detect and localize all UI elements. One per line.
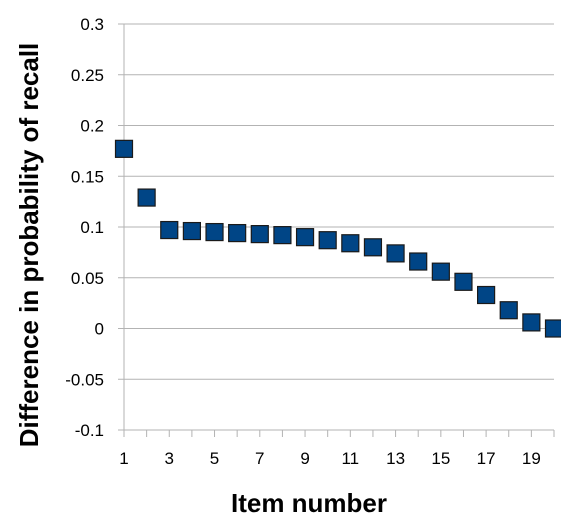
y-tick-label: 0.3 <box>80 15 104 34</box>
data-point <box>295 228 315 247</box>
data-point <box>318 231 337 250</box>
data-point <box>114 139 134 158</box>
data-point <box>228 223 247 243</box>
x-axis-title: Item number <box>231 488 387 518</box>
data-points <box>114 139 561 338</box>
x-tick-label: 13 <box>386 449 405 468</box>
x-tick-label: 7 <box>255 449 264 468</box>
y-tick-label: 0.05 <box>71 269 104 288</box>
data-point <box>386 244 405 263</box>
data-point <box>363 238 383 257</box>
y-tick-label: -0.1 <box>75 421 104 440</box>
x-tick-label: 3 <box>165 449 174 468</box>
y-tick-label: 0.2 <box>80 117 104 136</box>
x-tick-label: 9 <box>300 449 309 468</box>
axes <box>118 23 555 437</box>
data-point <box>499 301 518 320</box>
data-point <box>409 252 428 271</box>
data-point <box>205 222 224 242</box>
x-tick-label: 5 <box>210 449 219 468</box>
y-tick-label: 0 <box>95 320 104 339</box>
x-tick-label: 17 <box>477 449 496 468</box>
y-tick-label: 0.25 <box>71 66 104 85</box>
data-point <box>250 225 269 244</box>
x-tick-label: 19 <box>522 449 541 468</box>
x-tick-labels: 1 3 5 7 9 11 13 15 17 19 <box>119 449 541 468</box>
data-point <box>182 221 201 241</box>
data-point <box>522 313 541 332</box>
data-point <box>160 220 179 240</box>
y-tick-label: -0.05 <box>65 370 104 389</box>
x-tick-label: 15 <box>431 449 450 468</box>
data-point <box>137 188 156 207</box>
data-point <box>341 234 360 253</box>
data-point <box>544 319 561 338</box>
x-tick-label: 11 <box>341 449 359 468</box>
y-tick-label: 0.1 <box>80 218 104 237</box>
y-tick-labels: -0.1 -0.05 0 0.05 0.1 0.15 0.2 0.25 0.3 <box>65 15 104 440</box>
data-point <box>477 285 496 305</box>
data-point <box>454 272 473 291</box>
x-tick-label: 1 <box>119 449 128 468</box>
y-tick-label: 0.15 <box>71 167 104 186</box>
y-axis-title: Difference in probability of recall <box>14 43 44 448</box>
data-point <box>273 226 292 245</box>
data-point <box>431 262 450 281</box>
